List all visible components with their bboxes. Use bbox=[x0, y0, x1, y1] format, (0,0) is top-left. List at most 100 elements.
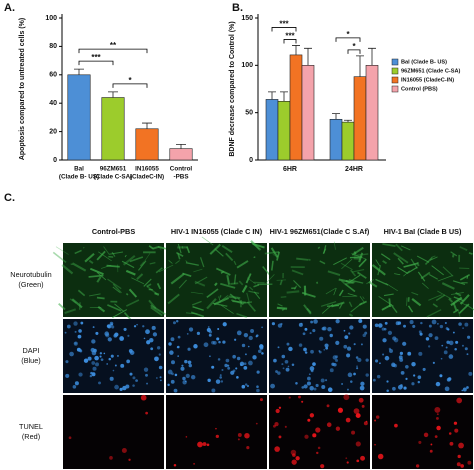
panel-label: C. bbox=[4, 192, 15, 204]
cell bbox=[98, 381, 102, 385]
neurite bbox=[129, 256, 144, 263]
cell bbox=[261, 326, 263, 329]
cell bbox=[381, 327, 385, 331]
cell bbox=[244, 383, 248, 386]
cell bbox=[468, 371, 473, 376]
neurite bbox=[109, 251, 124, 255]
cell bbox=[411, 361, 416, 367]
cell bbox=[152, 332, 158, 337]
neurite bbox=[301, 291, 316, 298]
neurite bbox=[397, 266, 408, 274]
cell bbox=[321, 327, 325, 331]
cell bbox=[372, 378, 376, 382]
cell bbox=[360, 381, 365, 386]
cell bbox=[73, 321, 78, 326]
neurite bbox=[403, 262, 418, 268]
cell bbox=[308, 373, 311, 376]
cell bbox=[151, 325, 156, 330]
neurite bbox=[143, 278, 152, 287]
neurite bbox=[371, 264, 386, 276]
cell bbox=[333, 362, 337, 367]
cell bbox=[376, 374, 381, 379]
cell bbox=[128, 458, 131, 461]
y-tick-label: 150 bbox=[241, 15, 253, 22]
cell bbox=[454, 348, 457, 351]
cell bbox=[347, 372, 353, 378]
cell bbox=[236, 376, 239, 379]
cell bbox=[185, 373, 190, 378]
cell bbox=[290, 449, 297, 456]
neurite bbox=[150, 304, 166, 316]
neurite bbox=[406, 266, 418, 275]
neurite bbox=[428, 294, 443, 301]
cell bbox=[273, 358, 277, 363]
cell bbox=[307, 376, 311, 381]
cell bbox=[66, 324, 71, 329]
micrograph-background bbox=[166, 395, 267, 469]
cell bbox=[129, 372, 133, 376]
cell bbox=[243, 365, 248, 370]
neurite bbox=[344, 281, 356, 285]
neurite bbox=[333, 287, 337, 296]
error-bar bbox=[344, 119, 352, 123]
neurite bbox=[206, 298, 217, 310]
cell bbox=[74, 330, 77, 333]
neurite bbox=[277, 303, 283, 307]
cell bbox=[310, 369, 314, 373]
cell bbox=[78, 372, 83, 377]
neurite bbox=[375, 259, 381, 267]
cell bbox=[382, 338, 387, 343]
cell bbox=[241, 384, 246, 389]
cell bbox=[312, 329, 316, 333]
cell bbox=[434, 435, 438, 439]
neurite bbox=[459, 294, 470, 305]
cell bbox=[409, 320, 414, 325]
neurite bbox=[286, 290, 300, 294]
cell bbox=[428, 333, 433, 338]
neurite bbox=[149, 262, 156, 265]
cell bbox=[457, 454, 461, 459]
neurite bbox=[248, 290, 260, 295]
cell bbox=[375, 359, 379, 363]
cell bbox=[375, 415, 380, 419]
bar bbox=[101, 97, 125, 161]
neurite bbox=[221, 245, 233, 253]
cell bbox=[335, 319, 340, 324]
significance-bracket bbox=[78, 48, 148, 54]
neurite bbox=[270, 247, 279, 258]
cell bbox=[193, 344, 198, 349]
significance-label: *** bbox=[285, 32, 295, 41]
cell bbox=[358, 397, 364, 403]
cell bbox=[219, 374, 222, 377]
neurite bbox=[190, 291, 204, 295]
cell bbox=[150, 347, 154, 351]
cell bbox=[219, 376, 223, 379]
neurite bbox=[233, 260, 237, 266]
cell bbox=[345, 457, 348, 460]
neurite bbox=[237, 297, 244, 306]
cell bbox=[135, 379, 138, 382]
cell bbox=[215, 427, 217, 430]
cell bbox=[277, 346, 280, 349]
neurite bbox=[98, 251, 112, 262]
neurite bbox=[228, 295, 241, 300]
neurite bbox=[459, 273, 470, 281]
cell bbox=[392, 386, 396, 391]
cell bbox=[94, 355, 99, 361]
cell bbox=[346, 353, 351, 358]
cell bbox=[402, 341, 407, 346]
error-bar bbox=[304, 47, 312, 66]
cell bbox=[448, 354, 454, 359]
neurite bbox=[340, 262, 353, 271]
cell bbox=[222, 340, 226, 344]
cell bbox=[434, 406, 441, 413]
cell bbox=[284, 359, 289, 364]
cell bbox=[282, 367, 285, 370]
cell bbox=[429, 449, 433, 453]
cell bbox=[417, 380, 421, 384]
cell bbox=[467, 460, 472, 465]
cell bbox=[209, 355, 211, 358]
cell bbox=[184, 359, 188, 364]
neurite bbox=[468, 252, 473, 255]
